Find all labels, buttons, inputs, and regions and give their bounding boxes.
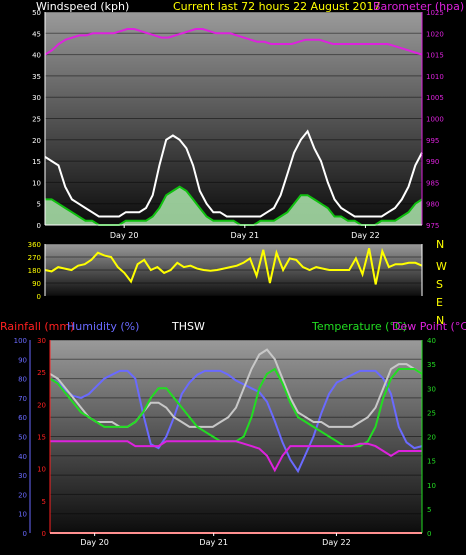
- rain-tick-label: 25: [37, 369, 46, 377]
- temp-tick-label: 20: [427, 434, 436, 442]
- barometer-tick-label: 1025: [426, 9, 444, 17]
- temp-x-tick-label: Day 20: [80, 538, 109, 547]
- compass-tick-label: N: [436, 314, 444, 327]
- temp-plot-background: [50, 340, 422, 533]
- direction-ticks: 0 90 180 270 360: [28, 241, 41, 301]
- rain-tick-label: 5: [42, 498, 46, 506]
- barometer-tick-label: 985: [426, 179, 439, 187]
- humidity-tick-label: 10: [18, 511, 27, 519]
- temp-x-tick-label: Day 21: [199, 538, 228, 547]
- compass-tick-label: N: [436, 238, 444, 251]
- wind-tick-label: 35: [32, 73, 41, 81]
- barometer-tick-label: 975: [426, 222, 439, 230]
- barometer-tick-label: 1020: [426, 30, 444, 38]
- direction-tick-label: 180: [28, 267, 41, 275]
- temperature-axis-label: Temperature (°C): [311, 320, 407, 333]
- humidity-tick-label: 30: [18, 472, 27, 480]
- barometer-tick-label: 1010: [426, 73, 444, 81]
- humidity-ticks: 0 10 20 30 40 50 60 70 80 90 100: [14, 337, 27, 538]
- wind-tick-label: 5: [37, 201, 41, 209]
- rain-tick-label: 10: [37, 466, 46, 474]
- temp-tick-label: 5: [427, 506, 431, 514]
- humidity-line: [49, 369, 423, 474]
- temp-tick-label: 30: [427, 385, 436, 393]
- wind-tick-label: 0: [37, 222, 41, 230]
- humidity-tick-label: 40: [18, 453, 27, 461]
- wind-x-tick-label: Day 22: [351, 231, 380, 240]
- temp-tick-label: 15: [427, 458, 436, 466]
- wind-plot-background: [45, 12, 422, 225]
- rain-tick-label: 0: [42, 530, 46, 538]
- direction-tick-label: 0: [37, 293, 41, 301]
- wind-ticks: 0 5 10 15 20 25 30 35 40 45 50: [32, 9, 41, 230]
- temp-tick-label: 40: [427, 337, 436, 345]
- barometer-tick-label: 995: [426, 137, 439, 145]
- humidity-tick-label: 90: [18, 356, 27, 364]
- barometer-tick-label: 990: [426, 158, 439, 166]
- wind-tick-label: 40: [32, 52, 41, 60]
- wind-x-tick-label: Day 20: [110, 231, 139, 240]
- direction-plot-background: [45, 244, 422, 296]
- dewpoint-line: [50, 440, 422, 473]
- gust-line: [44, 129, 423, 218]
- humidity-tick-label: 20: [18, 491, 27, 499]
- barometer-tick-label: 980: [426, 201, 439, 209]
- humidity-tick-label: 60: [18, 414, 27, 422]
- wind-tick-label: 50: [32, 9, 41, 17]
- humidity-axis-label: Humidity (%): [67, 320, 139, 333]
- rainfall-axis-label: Rainfall (mm): [0, 320, 74, 333]
- wind-tick-label: 45: [32, 30, 41, 38]
- direction-line: [44, 247, 423, 285]
- wind-tick-label: 10: [32, 179, 41, 187]
- barometer-tick-label: 1000: [426, 116, 444, 124]
- humidity-tick-label: 100: [14, 337, 27, 345]
- barometer-tick-label: 1005: [426, 94, 444, 102]
- wind-tick-label: 20: [32, 137, 41, 145]
- wind-tick-label: 25: [32, 116, 41, 124]
- compass-tick-label: W: [436, 260, 447, 273]
- chart-title: Current last 72 hours 22 August 2017: [173, 0, 381, 13]
- wind-tick-label: 30: [32, 94, 41, 102]
- humidity-tick-label: 50: [18, 434, 27, 442]
- temp-ticks: 0 5 10 15 20 25 30 35 40: [427, 337, 436, 538]
- thsw-line: [49, 348, 423, 428]
- humidity-tick-label: 70: [18, 395, 27, 403]
- temperature-panel: 0 10 20 30 40 50 60 70 80 90 100 0 5 10 15 20 25 30 0 5 10…: [0, 320, 466, 547]
- wind-grid: [45, 11, 422, 226]
- humidity-tick-label: 80: [18, 376, 27, 384]
- barometer-tick-label: 1015: [426, 52, 444, 60]
- temp-tick-label: 0: [427, 530, 431, 538]
- compass-tick-label: S: [436, 278, 443, 291]
- temp-x-tick-label: Day 22: [322, 538, 351, 547]
- temp-x-ticks: Day 20 Day 21 Day 22: [80, 533, 351, 547]
- wind-area: [45, 186, 422, 225]
- barometer-line: [44, 28, 423, 56]
- rain-tick-label: 20: [37, 401, 46, 409]
- direction-tick-label: 270: [28, 254, 41, 262]
- barometer-ticks: 975 980 985 990 995 1000 1005 1010 1015 1020 1025: [426, 9, 444, 230]
- temp-tick-label: 25: [427, 409, 436, 417]
- thsw-label: THSW: [171, 320, 205, 333]
- temp-tick-label: 35: [427, 361, 436, 369]
- direction-tick-label: 90: [32, 280, 41, 288]
- rain-tick-label: 30: [37, 337, 46, 345]
- wind-x-tick-label: Day 21: [231, 231, 260, 240]
- wind-x-ticks: Day 20 Day 21 Day 22: [110, 225, 380, 240]
- humidity-tick-label: 0: [23, 530, 27, 538]
- temp-tick-label: 10: [427, 482, 436, 490]
- direction-tick-label: 360: [28, 241, 41, 249]
- barometer-axis-label: Barometer (hpa): [373, 0, 464, 13]
- windspeed-axis-label: Windspeed (kph): [36, 0, 129, 13]
- dewpoint-axis-label: Dew Point (°C): [392, 320, 466, 333]
- rain-ticks: 0 5 10 15 20 25 30: [37, 337, 46, 538]
- wind-tick-label: 15: [32, 158, 41, 166]
- rain-tick-label: 15: [37, 434, 46, 442]
- compass-tick-label: E: [436, 296, 443, 309]
